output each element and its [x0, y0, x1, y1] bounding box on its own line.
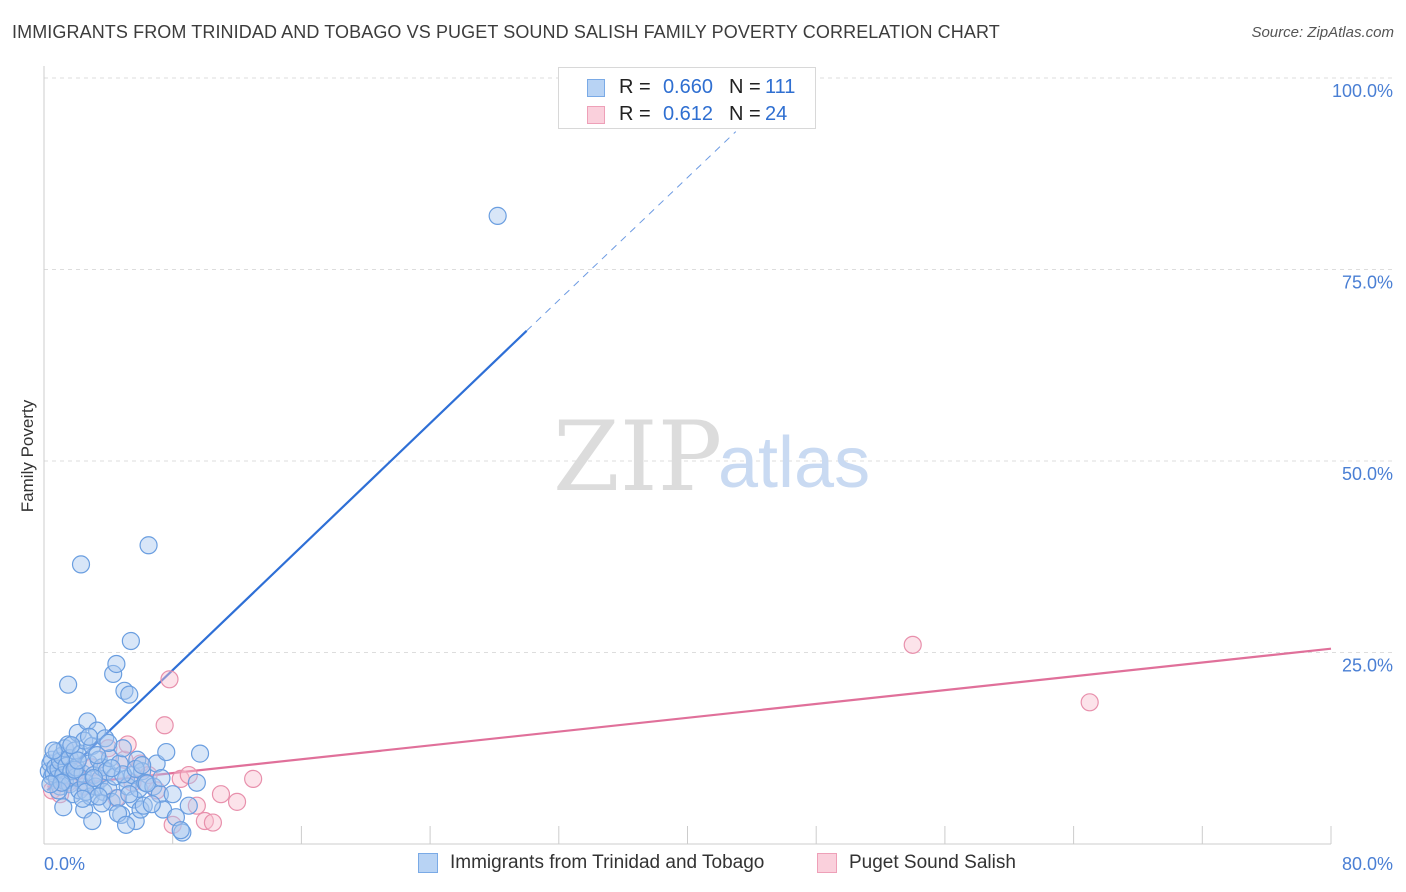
legend-r-value: 0.612 — [662, 103, 713, 125]
legend-row-series2: R = 0.612 N = 24 — [559, 101, 815, 129]
bottom-legend-swatch-series2 — [817, 853, 837, 873]
data-point-series1 — [59, 675, 78, 694]
x-tick-label: 80.0% — [1342, 854, 1393, 874]
trend-line-series1 — [46, 329, 528, 792]
data-point-series1 — [126, 811, 145, 831]
gridlines — [44, 77, 1392, 653]
data-point-series1 — [62, 736, 81, 755]
data-point-series1 — [89, 787, 108, 806]
legend-n-label: N = — [729, 103, 761, 125]
legend-r-value: 0.660 — [662, 76, 713, 98]
data-point-series1 — [73, 789, 92, 808]
trend-line-series1-extension — [526, 131, 737, 332]
data-point-series1 — [41, 775, 60, 794]
data-point-series1 — [78, 712, 97, 731]
y-tick-label: 75.0% — [1342, 273, 1393, 293]
data-point-series1 — [54, 798, 73, 817]
legend-n-value: 111 — [765, 76, 796, 98]
data-point-series1 — [179, 796, 198, 815]
data-point-series2 — [155, 716, 174, 735]
data-points — [39, 206, 1099, 842]
data-point-series1 — [133, 756, 152, 775]
x-tick-label: 0.0% — [44, 854, 85, 874]
tick-labels: 25.0% 50.0% 75.0% 100.0% 0.0% 80.0% — [44, 81, 1393, 874]
data-point-series1 — [68, 751, 87, 770]
data-point-series1 — [152, 769, 171, 788]
bottom-legend-label-series1: Immigrants from Trinidad and Tobago — [450, 852, 765, 873]
data-point-series2 — [211, 785, 231, 804]
legend-row-series1: R = 0.660 N = 111 — [559, 74, 815, 102]
source-credit: Source: ZipAtlas.com — [1251, 24, 1394, 41]
data-point-series2 — [160, 670, 179, 689]
data-point-series1 — [99, 733, 118, 752]
data-point-series1 — [124, 790, 144, 809]
axes — [43, 66, 1332, 845]
legend-r-label: R = — [619, 76, 651, 98]
watermark-zip: ZIP — [553, 401, 722, 513]
data-point-series2 — [244, 769, 263, 788]
data-point-series1 — [83, 811, 102, 831]
legend-swatch-series1 — [587, 79, 605, 97]
chart-title: IMMIGRANTS FROM TRINIDAD AND TOBAGO VS P… — [12, 22, 1000, 42]
data-point-series1 — [120, 685, 139, 704]
bottom-legend-swatch-series1 — [418, 853, 438, 873]
watermark: ZIP atlas — [553, 401, 870, 513]
trend-lines — [46, 131, 1332, 792]
watermark-atlas: atlas — [718, 423, 870, 503]
data-point-series1 — [128, 750, 147, 769]
data-point-series1 — [187, 773, 206, 792]
y-tick-label: 100.0% — [1332, 81, 1393, 101]
legend-n-value: 24 — [765, 103, 788, 125]
data-point-series1 — [157, 742, 176, 762]
trend-line-series2 — [47, 647, 1332, 788]
data-point-series2 — [227, 792, 247, 811]
correlation-legend: R = 0.660 N = 111 R = 0.612 N = 24 — [558, 67, 816, 129]
data-point-series1 — [142, 795, 161, 814]
data-point-series1 — [84, 769, 103, 788]
data-point-series1 — [104, 664, 123, 684]
data-point-series2 — [903, 635, 922, 654]
legend-swatch-series2 — [587, 106, 605, 124]
data-point-series1 — [116, 815, 136, 834]
data-point-series1 — [102, 759, 121, 778]
data-point-series2 — [1080, 693, 1099, 712]
y-tick-label: 50.0% — [1342, 464, 1393, 484]
data-point-series1 — [121, 631, 140, 651]
data-point-series1 — [488, 206, 507, 225]
bottom-legend-label-series2: Puget Sound Salish — [849, 852, 1016, 873]
data-point-series1 — [120, 785, 139, 804]
data-point-series2 — [203, 813, 223, 832]
data-point-series1 — [71, 555, 91, 574]
data-point-series1 — [87, 746, 107, 765]
data-point-series1 — [171, 821, 190, 840]
data-point-series1 — [107, 654, 126, 674]
data-point-series1 — [139, 536, 158, 555]
y-tick-label: 25.0% — [1342, 656, 1393, 676]
data-point-series1 — [44, 741, 63, 760]
data-point-series1 — [190, 744, 210, 763]
legend-r-label: R = — [619, 103, 651, 125]
data-point-series1 — [79, 727, 99, 746]
legend-n-label: N = — [729, 76, 761, 98]
data-point-series1 — [163, 785, 182, 804]
